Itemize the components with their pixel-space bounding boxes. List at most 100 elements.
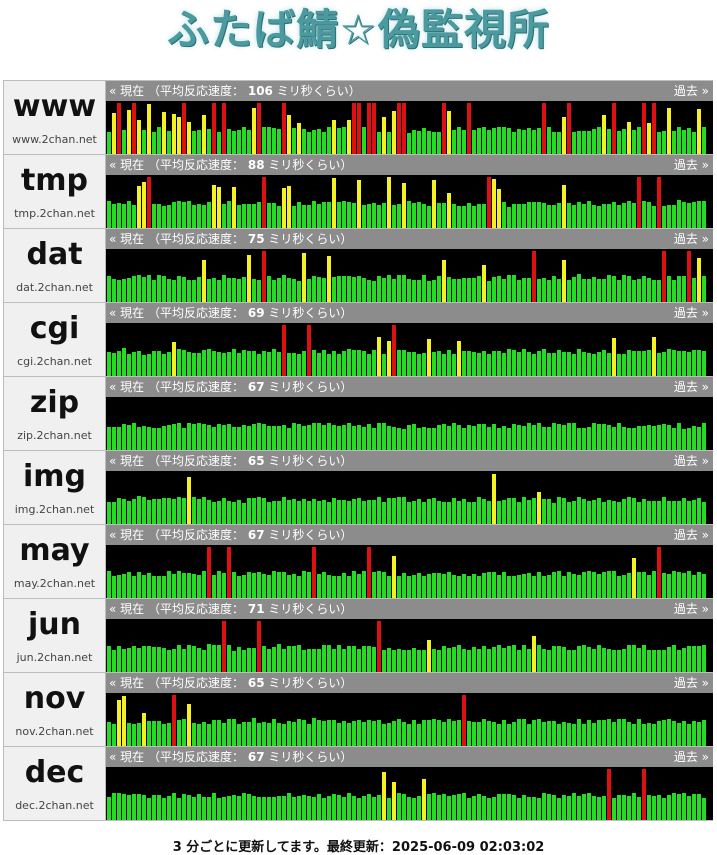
response-bar	[402, 794, 406, 820]
response-bar	[232, 349, 236, 376]
avg-response-ms: 67	[247, 750, 265, 764]
avg-response-ms: 75	[247, 232, 265, 246]
response-bar	[572, 574, 576, 598]
response-bar	[502, 426, 506, 450]
response-bar	[192, 497, 196, 524]
response-bar	[137, 275, 141, 302]
response-bar	[557, 424, 561, 450]
response-bar	[642, 201, 646, 228]
response-bar	[282, 103, 286, 154]
response-bar	[407, 650, 411, 672]
response-bar	[482, 499, 486, 524]
graph-header: « 現在 （平均反応速度： 88 ミリ秒くらい） 過去 »	[106, 155, 713, 175]
response-bar	[362, 796, 366, 820]
past-link[interactable]: 過去 »	[674, 673, 709, 693]
response-bar	[572, 501, 576, 524]
response-bar	[452, 575, 456, 598]
response-bar	[122, 574, 126, 598]
response-bar	[612, 103, 616, 154]
response-bar	[542, 649, 546, 672]
current-nav-arrow: «	[109, 528, 117, 542]
past-link[interactable]: 過去 »	[674, 303, 709, 323]
response-bar	[562, 795, 566, 820]
response-bar	[587, 501, 591, 524]
response-bar	[572, 277, 576, 302]
response-bar	[347, 423, 351, 450]
response-bar	[237, 130, 241, 154]
past-link[interactable]: 過去 »	[674, 451, 709, 471]
response-bar	[347, 120, 351, 154]
response-bar	[392, 650, 396, 672]
response-bar	[637, 797, 641, 820]
response-bar	[632, 724, 636, 746]
response-bar	[612, 202, 616, 228]
response-bar	[442, 646, 446, 672]
response-bar	[667, 108, 671, 154]
response-bar	[587, 571, 591, 598]
past-label: 過去	[673, 84, 698, 98]
response-bar	[397, 204, 401, 228]
response-bar	[192, 280, 196, 302]
response-bar	[162, 206, 166, 228]
response-bar	[242, 277, 246, 302]
past-link[interactable]: 過去 »	[674, 525, 709, 545]
response-bar	[362, 722, 366, 746]
current-nav-arrow: «	[109, 306, 117, 320]
response-bar	[442, 424, 446, 450]
response-bar	[152, 647, 156, 672]
response-bar	[302, 351, 306, 376]
response-bar	[187, 795, 191, 820]
response-bar	[322, 202, 326, 228]
response-bar	[197, 499, 201, 524]
response-bar	[642, 769, 646, 820]
response-bar	[322, 721, 326, 746]
response-graph: « 現在 （平均反応速度： 67 ミリ秒くらい） 過去 »	[106, 525, 713, 598]
server-host: zip.2chan.net	[17, 429, 92, 442]
response-bar	[237, 427, 241, 450]
response-bar	[672, 721, 676, 746]
past-link[interactable]: 過去 »	[674, 81, 709, 101]
response-bar	[262, 797, 266, 820]
past-link[interactable]: 過去 »	[674, 229, 709, 249]
response-bar	[527, 649, 531, 672]
response-bar	[507, 498, 511, 524]
response-bar	[397, 793, 401, 820]
past-link[interactable]: 過去 »	[674, 377, 709, 397]
response-bar	[297, 202, 301, 228]
response-bar	[192, 131, 196, 154]
response-bar	[377, 795, 381, 820]
response-bar	[352, 350, 356, 376]
response-bar	[287, 353, 291, 376]
response-bar	[147, 177, 151, 228]
response-bar	[257, 280, 261, 302]
response-bar	[547, 427, 551, 450]
response-bar	[297, 424, 301, 450]
response-bar	[462, 130, 466, 154]
response-bar	[222, 797, 226, 820]
response-bar	[502, 202, 506, 228]
response-bar	[627, 276, 631, 302]
speed-unit: ミリ秒くらい）	[268, 380, 353, 394]
response-bar	[637, 719, 641, 746]
response-bar	[512, 350, 516, 376]
response-bar	[232, 278, 236, 302]
server-label: may may.2chan.net	[3, 525, 106, 598]
response-bar	[662, 352, 666, 376]
response-bar	[702, 720, 706, 746]
response-bar	[617, 719, 621, 746]
past-link[interactable]: 過去 »	[674, 599, 709, 619]
response-bar	[192, 353, 196, 376]
response-bar	[422, 128, 426, 154]
response-bar	[582, 204, 586, 228]
response-bar	[272, 280, 276, 302]
response-bar	[607, 425, 611, 450]
past-link[interactable]: 過去 »	[674, 747, 709, 767]
response-bar	[297, 281, 301, 302]
past-link[interactable]: 過去 »	[674, 155, 709, 175]
response-bar	[437, 203, 441, 228]
response-bar	[547, 353, 551, 376]
response-bar	[652, 796, 656, 820]
response-bar	[137, 351, 141, 376]
response-bar	[157, 576, 161, 598]
response-bar	[412, 424, 416, 450]
